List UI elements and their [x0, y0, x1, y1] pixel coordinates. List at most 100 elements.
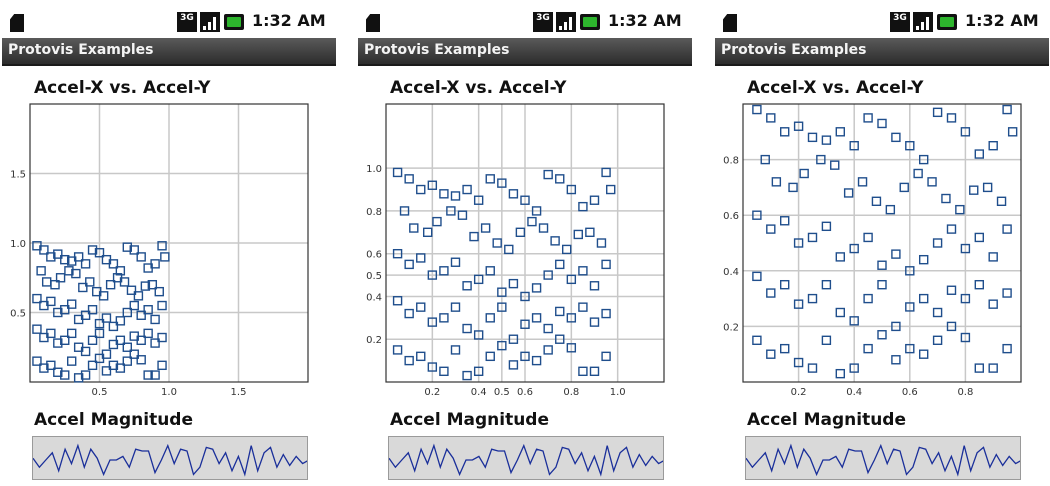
scatter-point	[64, 266, 74, 276]
scatter-chart: 0.2 0.4 0.6 0.8 0.2 0.4 0.6 0.8	[723, 103, 1022, 398]
scatter-point	[404, 174, 414, 184]
accel-magnitude-line	[746, 443, 1020, 477]
scatter-point	[835, 252, 846, 262]
x-tick-label: 1.5	[231, 387, 247, 398]
scatter-point	[589, 281, 600, 291]
scatter-point	[55, 273, 66, 283]
scatter-point	[450, 302, 461, 312]
scatter-point	[531, 283, 542, 293]
scatter-point	[578, 201, 588, 212]
scatter-chart-title: Accel-X vs. Accel-Y	[34, 78, 211, 98]
scatter-point	[122, 242, 133, 252]
scatter-point	[404, 259, 414, 270]
scatter-point	[561, 244, 572, 255]
signal-icon	[200, 12, 220, 32]
network-3g-icon: 3G	[177, 12, 197, 32]
scatter-point	[101, 366, 112, 376]
x-tick-label: 0.5	[92, 387, 108, 398]
scatter-point	[94, 353, 105, 364]
scatter-point	[932, 107, 943, 118]
scatter-point	[1002, 288, 1012, 298]
scatter-point	[53, 249, 63, 259]
x-tick-label: 1.0	[610, 387, 626, 398]
accel-magnitude-title: Accel Magnitude	[747, 410, 907, 430]
scatter-point	[94, 248, 105, 258]
scatter-point	[404, 355, 414, 366]
scatter-point	[960, 127, 971, 137]
scatter-point	[996, 196, 1007, 207]
scatter-point	[585, 227, 595, 238]
scatter-point	[46, 252, 56, 262]
scatter-point	[462, 184, 472, 195]
scatter-point	[94, 328, 105, 339]
scatter-point	[918, 254, 929, 265]
scatter-point	[899, 182, 909, 193]
scatter-point	[423, 227, 433, 238]
scatter-point	[439, 189, 449, 199]
scatter-point	[497, 302, 507, 312]
x-tick-label: 0.4	[846, 387, 862, 398]
scatter-point	[578, 366, 588, 377]
scatter-point	[830, 160, 840, 170]
scatter-point	[136, 355, 146, 365]
scatter-point	[974, 363, 985, 373]
scatter-point	[566, 313, 577, 323]
scatter-point	[816, 154, 826, 165]
scatter-point	[555, 259, 565, 270]
scatter-point	[115, 363, 126, 373]
scatter-point	[136, 252, 146, 262]
scatter-point	[849, 363, 859, 373]
scatter-point	[849, 243, 859, 254]
scatter-point	[589, 366, 600, 377]
scatter-point	[821, 335, 832, 346]
scatter-point	[80, 259, 91, 269]
scatter-point	[485, 266, 495, 276]
scatter-point	[129, 349, 139, 359]
scatter-point	[126, 285, 137, 295]
scatter-point	[946, 224, 957, 234]
scatter-point	[877, 279, 887, 290]
scatter-point	[473, 195, 484, 205]
y-tick-label: 0.5	[10, 309, 26, 320]
scatter-point	[578, 302, 588, 312]
scatter-point	[793, 299, 804, 309]
scatter-point	[450, 191, 461, 201]
scatter-point	[450, 345, 461, 355]
scatter-point	[905, 141, 915, 151]
scatter-chart: 0.2 0.4 0.5 0.6 0.8 1.0 0.2 0.4 0.5 0.6 0.8 1.0	[366, 103, 665, 398]
scatter-point	[918, 349, 929, 359]
scatter-point	[927, 177, 937, 187]
scatter-point	[974, 149, 985, 159]
accel-magnitude-title: Accel Magnitude	[390, 410, 550, 430]
scatter-point	[918, 154, 929, 165]
scatter-point	[960, 243, 971, 254]
phone-screen-3: 3G 1:32 AM Protovis Examples Accel-X vs.…	[715, 0, 1049, 486]
scatter-point	[538, 223, 549, 233]
scatter-point	[87, 245, 98, 255]
signal-icon	[913, 12, 933, 32]
scatter-point	[115, 335, 126, 346]
scatter-point	[497, 287, 507, 297]
scatter-point	[891, 321, 901, 332]
scatter-point	[53, 307, 63, 318]
scatter-point	[53, 338, 63, 348]
scatter-point	[427, 362, 438, 372]
scatter-point	[863, 343, 873, 354]
scatter-point	[78, 282, 88, 293]
scatter-point	[71, 268, 81, 279]
scatter-point	[115, 266, 126, 276]
scatter-point	[932, 335, 943, 346]
network-3g-icon: 3G	[533, 12, 553, 32]
scatter-point	[46, 296, 56, 307]
scatter-point	[877, 330, 887, 340]
clock-time: 1:32 AM	[965, 11, 1039, 30]
scatter-point	[905, 343, 915, 354]
app-title: Protovis Examples	[8, 42, 154, 58]
scatter-point	[835, 368, 846, 379]
scatter-point	[601, 259, 611, 270]
scatter-point	[508, 360, 519, 370]
scatter-point	[73, 252, 84, 262]
scatter-point	[119, 277, 130, 287]
plot-frame	[742, 103, 1022, 383]
battery-charging-icon	[580, 14, 600, 30]
